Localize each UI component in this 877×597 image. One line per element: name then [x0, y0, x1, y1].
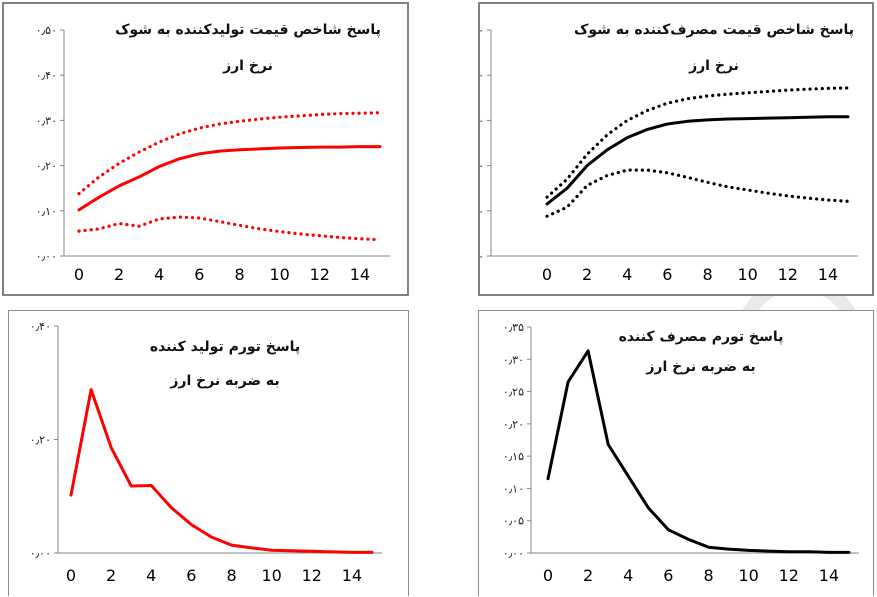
y-tick-label: ۰٫۰۰ — [30, 547, 51, 560]
y-tick-label: ۰٫۰۵ — [503, 515, 524, 528]
chart-title-line2: نرخ ارز — [223, 58, 273, 74]
x-tick-label: 12 — [302, 566, 322, 585]
series-line-confidence-band — [77, 215, 382, 242]
x-tick-label: 2 — [106, 566, 116, 585]
x-tick-label: 10 — [261, 566, 281, 585]
chart-ppi-inflation-response: ۰٫۰۰ ۰٫۲۰ ۰٫۴۰ 0 2 4 6 8 10 12 14 پاسخ تورم تولید … — [8, 310, 409, 596]
series-line-response — [545, 115, 850, 206]
x-tick-label: 10 — [738, 566, 758, 585]
chart-ppi-level-response: ۰٫۰۰ ۰٫۱۰ ۰٫۲۰ ۰٫۳۰ ۰٫۴۰ ۰٫۵۰ 0 2 4 6 8 10 12 14 پاسخ… — [2, 2, 409, 296]
series-line-confidence-band — [545, 168, 850, 218]
y-tick-label: ۰٫۴۰ — [30, 320, 51, 333]
x-tick-label: 12 — [779, 566, 799, 585]
y-tick-label: ۰٫۱۰ — [36, 205, 57, 218]
x-tick-label: 8 — [226, 566, 236, 585]
series-line-confidence-band — [545, 86, 850, 199]
y-tick-label: ۰٫۲۰ — [480, 160, 484, 173]
x-tick-label: 0 — [74, 265, 84, 284]
y-tick-label: ۰٫۲۰ — [30, 434, 51, 447]
x-tick-label: 10 — [269, 265, 289, 284]
y-tick-label: ۰٫۲۰ — [503, 418, 524, 431]
y-tick-label: ۰٫۰۰ — [36, 250, 57, 263]
y-tick-label: ۰٫۵۰ — [480, 24, 484, 37]
y-tick-label: ۰٫۲۵ — [503, 386, 524, 399]
x-tick-label: 12 — [778, 265, 798, 284]
series-line-confidence-band — [77, 111, 382, 196]
x-tick-label: 4 — [154, 265, 164, 284]
series-line-response — [77, 145, 382, 212]
series-line-response — [69, 388, 374, 554]
series-line-response — [546, 349, 851, 554]
x-tick-label: 10 — [737, 265, 757, 284]
x-tick-label: 8 — [702, 265, 712, 284]
x-tick-label: 2 — [582, 265, 592, 284]
y-tick-label: ۰٫۳۰ — [503, 353, 524, 366]
y-tick-label: ۰٫۳۵ — [503, 321, 524, 334]
x-tick-label: 14 — [818, 265, 838, 284]
x-tick-label: 4 — [623, 566, 633, 585]
x-tick-label: 2 — [583, 566, 593, 585]
chart-cpi-inflation-response: ۰٫۰۰ ۰٫۰۵ ۰٫۱۰ ۰٫۱۵ ۰٫۲۰ ۰٫۲۵ ۰٫۳۰ ۰٫۳۵ 0 2 4 6 8 10 1… — [478, 310, 874, 596]
x-tick-label: 8 — [703, 566, 713, 585]
y-tick-label: ۰٫۵۰ — [36, 24, 57, 37]
x-tick-label: 14 — [342, 566, 362, 585]
y-tick-label: ۰٫۱۰ — [480, 205, 484, 218]
y-tick-label: ۰٫۲۰ — [36, 160, 57, 173]
x-tick-label: 12 — [310, 265, 330, 284]
chart-cpi-level-response: ۰٫۰۰ ۰٫۱۰ ۰٫۲۰ ۰٫۳۰ ۰٫۴۰ ۰٫۵۰ 0 2 4 6 8 10 12 14 پاسخ… — [478, 2, 874, 296]
x-tick-label: 6 — [663, 566, 673, 585]
y-tick-label: ۰٫۱۵ — [503, 450, 524, 463]
x-tick-label: 14 — [819, 566, 839, 585]
x-tick-label: 6 — [662, 265, 672, 284]
x-tick-label: 0 — [542, 265, 552, 284]
x-tick-label: 2 — [114, 265, 124, 284]
x-tick-label: 6 — [186, 566, 196, 585]
chart-title-line1: پاسخ تورم مصرف کننده — [618, 329, 784, 345]
chart-title-line2: به ضربه نرخ ارز — [170, 373, 280, 389]
chart-title-line1: پاسخ شاخص قیمت مصرف‌کننده به شوک — [573, 22, 855, 38]
y-tick-label: ۰٫۴۰ — [36, 69, 57, 82]
x-tick-label: 6 — [194, 265, 204, 284]
x-tick-label: 0 — [543, 566, 553, 585]
y-tick-label: ۰٫۳۰ — [36, 114, 57, 127]
x-tick-label: 0 — [66, 566, 76, 585]
chart-title-line2: نرخ ارز — [689, 58, 739, 74]
x-tick-label: 14 — [350, 265, 370, 284]
x-tick-label: 8 — [234, 265, 244, 284]
y-tick-label: ۰٫۰۰ — [503, 547, 524, 560]
x-tick-label: 4 — [146, 566, 156, 585]
y-tick-label: ۰٫۱۰ — [503, 482, 524, 495]
chart-title-line1: پاسخ تورم تولید کننده — [149, 339, 301, 355]
plot-svg: ۰٫۰۰ ۰٫۱۰ ۰٫۲۰ ۰٫۳۰ ۰٫۴۰ ۰٫۵۰ 0 2 4 6 8 10 12 14 — [36, 24, 390, 284]
plot-svg: ۰٫۰۰ ۰٫۰۵ ۰٫۱۰ ۰٫۱۵ ۰٫۲۰ ۰٫۲۵ ۰٫۳۰ ۰٫۳۵ 0 2 4 6 8 10 1… — [503, 321, 859, 585]
chart-title-line1: پاسخ شاخص قیمت تولیدکننده به شوک — [115, 22, 381, 38]
y-tick-label: ۰٫۳۰ — [480, 114, 484, 127]
y-tick-label: ۰٫۰۰ — [480, 250, 484, 263]
plot-svg: ۰٫۰۰ ۰٫۲۰ ۰٫۴۰ 0 2 4 6 8 10 12 14 — [30, 320, 382, 585]
plot-svg: ۰٫۰۰ ۰٫۱۰ ۰٫۲۰ ۰٫۳۰ ۰٫۴۰ ۰٫۵۰ 0 2 4 6 8 10 12 14 — [480, 24, 858, 284]
y-tick-label: ۰٫۴۰ — [480, 69, 484, 82]
chart-title-line2: به ضربه نرخ ارز — [646, 359, 756, 375]
x-tick-label: 4 — [622, 265, 632, 284]
